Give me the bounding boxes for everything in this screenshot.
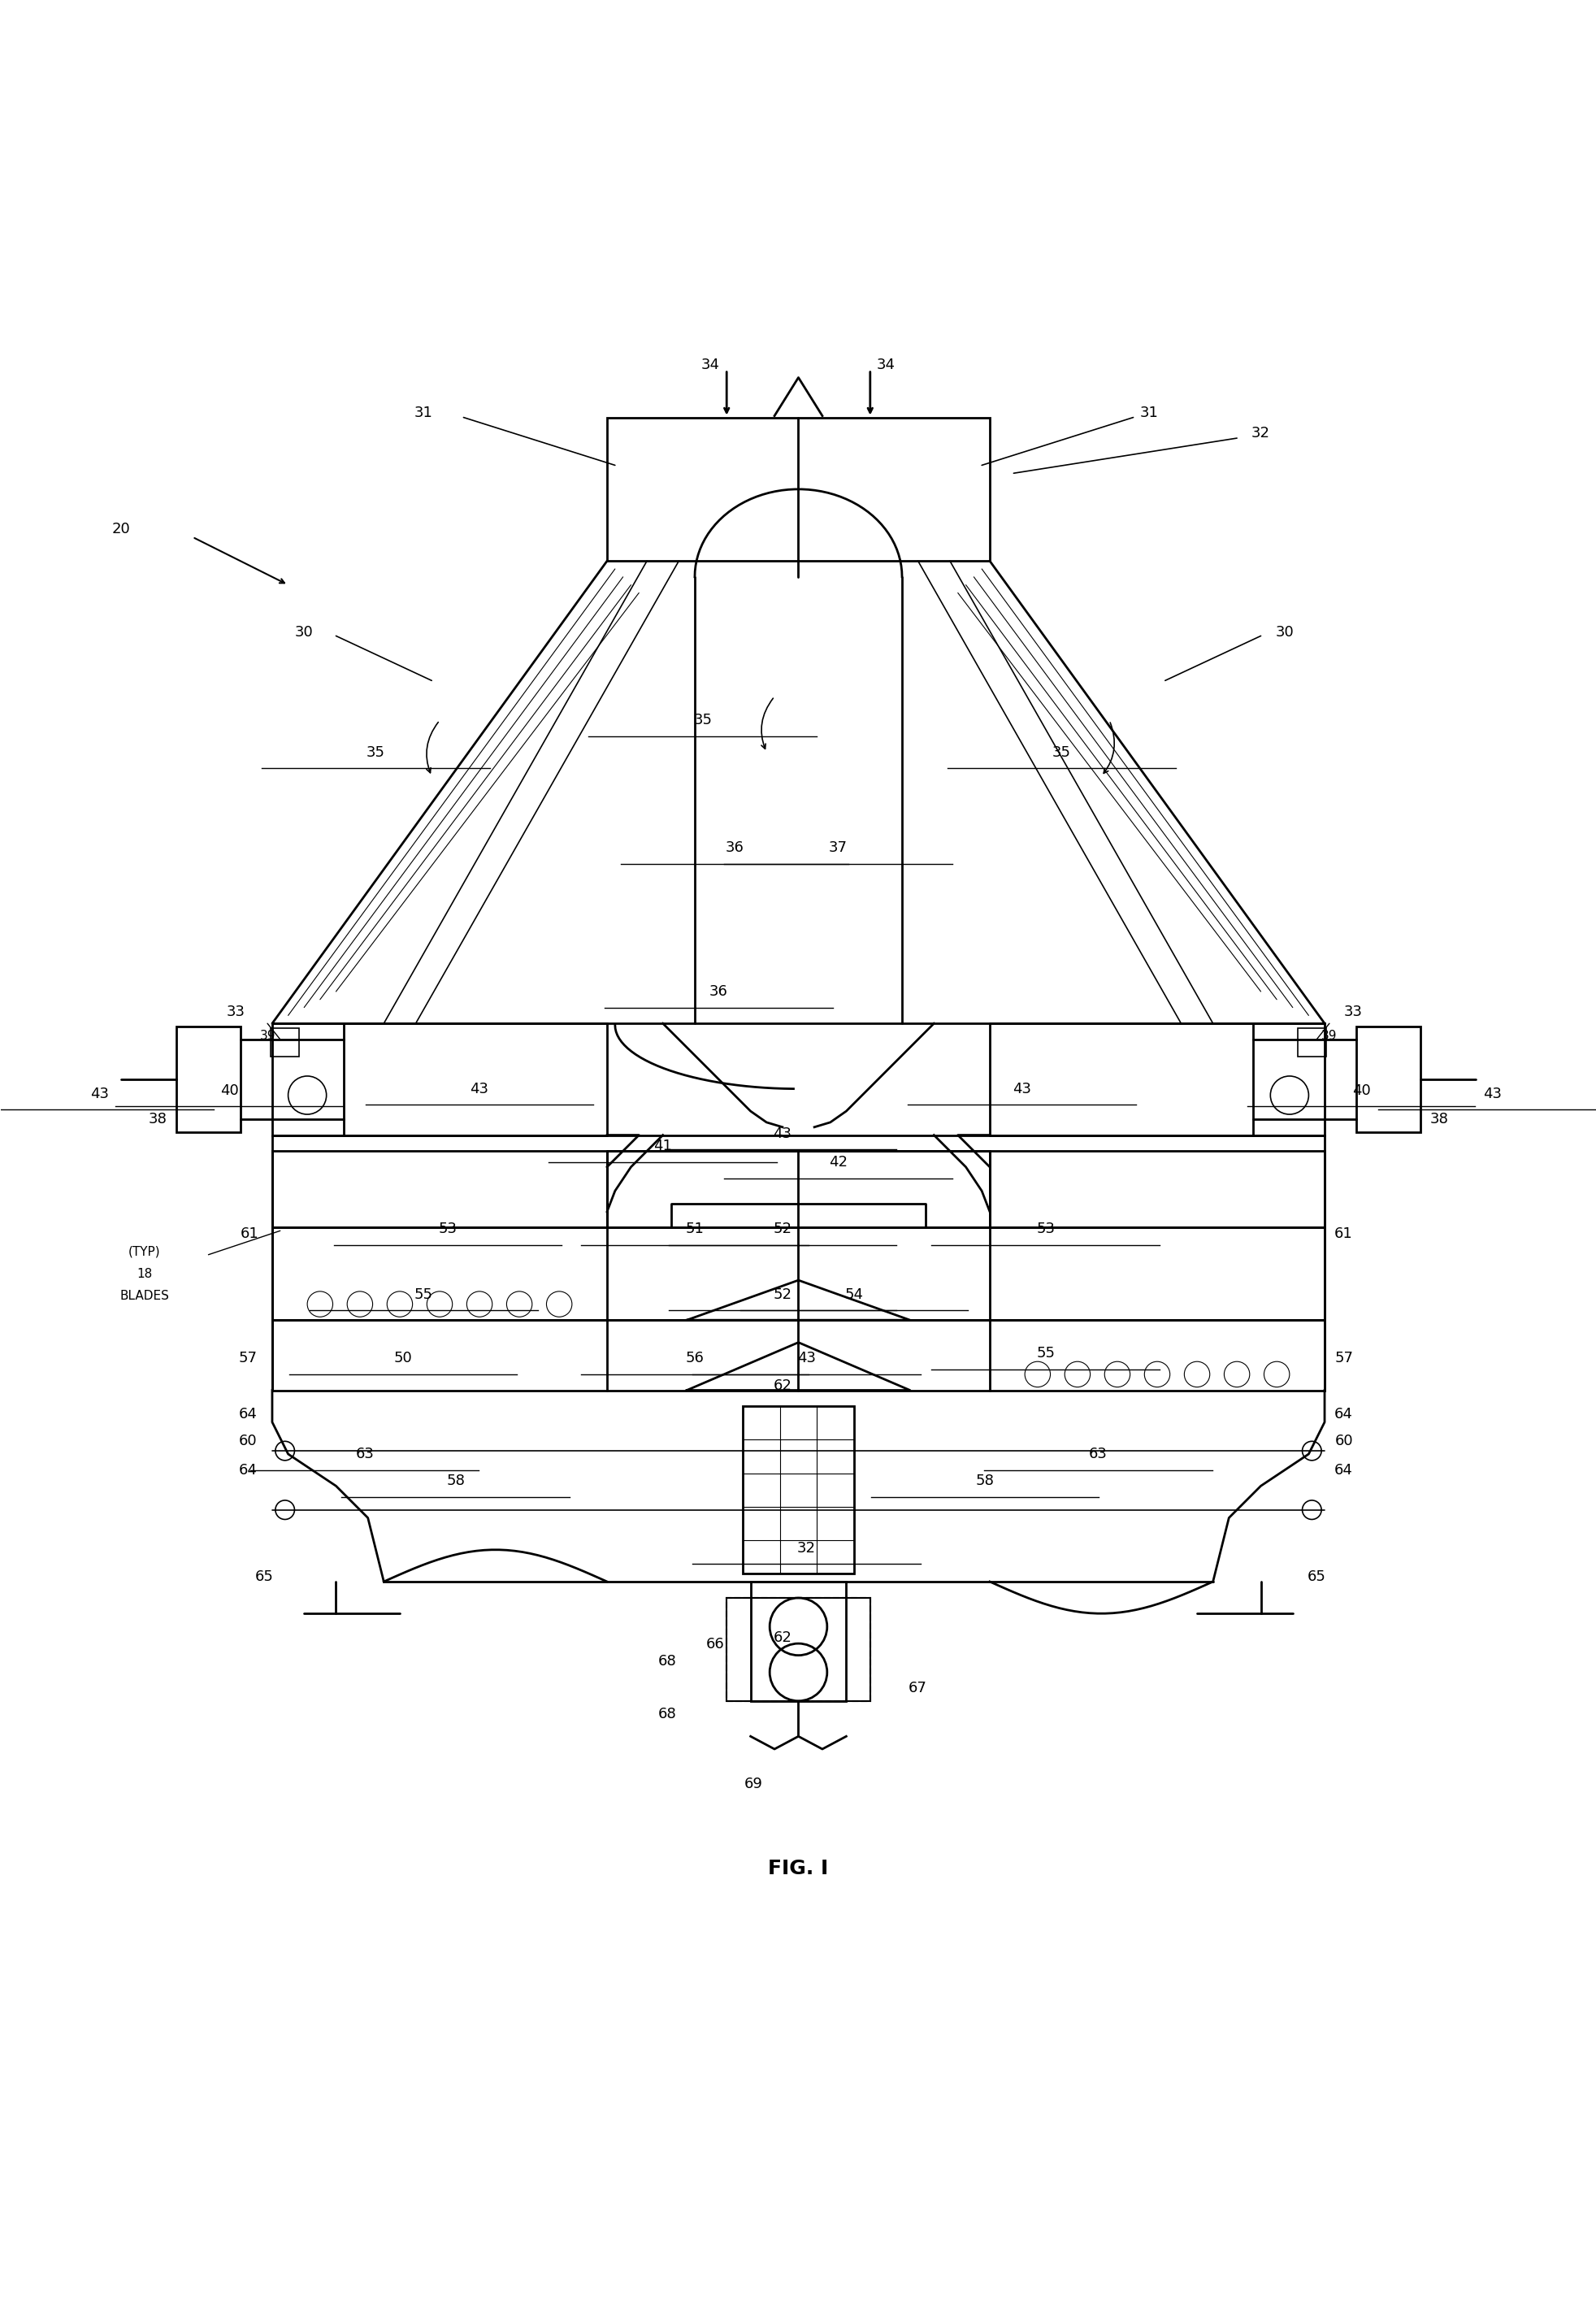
Text: 65: 65	[255, 1569, 273, 1583]
Text: 42: 42	[828, 1154, 847, 1171]
Text: 65: 65	[1307, 1569, 1325, 1583]
Text: 64: 64	[1334, 1463, 1352, 1477]
Text: 40: 40	[1352, 1083, 1369, 1099]
Text: 34: 34	[701, 357, 720, 373]
Bar	[1357, 1027, 1419, 1131]
Text: 36: 36	[709, 985, 728, 999]
Text: 63: 63	[356, 1446, 373, 1460]
Text: 35: 35	[367, 744, 385, 760]
Text: 38: 38	[148, 1113, 166, 1127]
Bar	[1253, 1025, 1325, 1136]
Bar	[726, 1597, 870, 1701]
Text: 58: 58	[445, 1474, 464, 1488]
Text: 67: 67	[908, 1681, 927, 1697]
Bar	[271, 1319, 1325, 1391]
Text: 38: 38	[1430, 1113, 1448, 1127]
Text: 43: 43	[469, 1083, 488, 1096]
Bar	[606, 417, 990, 561]
Bar	[271, 1025, 343, 1136]
Text: 57: 57	[1334, 1351, 1352, 1365]
Text: 60: 60	[1334, 1435, 1352, 1449]
Text: 43: 43	[1483, 1087, 1500, 1101]
Bar	[1298, 1029, 1326, 1057]
Text: 43: 43	[1012, 1083, 1031, 1096]
Text: 34: 34	[876, 357, 895, 373]
Text: 51: 51	[685, 1222, 704, 1235]
Bar	[270, 1029, 298, 1057]
Text: 62: 62	[772, 1379, 792, 1393]
Bar	[742, 1407, 854, 1574]
Text: 31: 31	[415, 406, 433, 420]
Text: 43: 43	[91, 1087, 109, 1101]
Text: (TYP): (TYP)	[128, 1245, 161, 1259]
Text: 62: 62	[772, 1630, 792, 1646]
Text: 61: 61	[1334, 1226, 1352, 1240]
Bar	[177, 1027, 239, 1131]
Text: 57: 57	[239, 1351, 257, 1365]
Text: 33: 33	[1344, 1006, 1361, 1020]
Text: 30: 30	[295, 626, 313, 640]
Text: 64: 64	[1334, 1407, 1352, 1421]
Text: 31: 31	[1140, 406, 1159, 420]
Text: 32: 32	[1251, 427, 1269, 440]
Text: 64: 64	[239, 1407, 257, 1421]
Text: 20: 20	[112, 522, 129, 535]
Bar	[271, 1152, 1325, 1229]
Text: FIG. I: FIG. I	[768, 1859, 828, 1878]
Text: 35: 35	[1052, 744, 1071, 760]
Bar	[726, 1597, 870, 1701]
Text: BLADES: BLADES	[120, 1291, 169, 1303]
Text: 68: 68	[658, 1655, 677, 1669]
Text: 18: 18	[137, 1268, 152, 1280]
Text: 64: 64	[239, 1463, 257, 1477]
Text: 50: 50	[394, 1351, 412, 1365]
Text: 55: 55	[1036, 1347, 1055, 1361]
Text: 43: 43	[796, 1351, 816, 1365]
Text: 33: 33	[227, 1006, 244, 1020]
Text: 52: 52	[772, 1222, 792, 1235]
Text: 55: 55	[413, 1286, 433, 1303]
Text: 68: 68	[658, 1706, 677, 1722]
Text: 54: 54	[844, 1286, 863, 1303]
Text: 41: 41	[653, 1138, 672, 1154]
Text: 53: 53	[437, 1222, 456, 1235]
Text: 63: 63	[1088, 1446, 1108, 1460]
Text: 53: 53	[1036, 1222, 1055, 1235]
Text: 32: 32	[796, 1541, 816, 1555]
Text: 56: 56	[685, 1351, 704, 1365]
Text: 52: 52	[772, 1286, 792, 1303]
Bar	[750, 1581, 846, 1701]
Text: 43: 43	[772, 1127, 792, 1140]
Text: 66: 66	[705, 1637, 725, 1650]
Text: 60: 60	[239, 1435, 257, 1449]
Text: 69: 69	[744, 1778, 763, 1792]
Text: 40: 40	[220, 1083, 238, 1099]
Text: 61: 61	[241, 1226, 259, 1240]
Bar	[271, 1229, 1325, 1319]
Text: 37: 37	[828, 841, 847, 855]
Text: 39: 39	[1321, 1029, 1336, 1043]
Text: 30: 30	[1275, 626, 1293, 640]
Text: 36: 36	[725, 841, 744, 855]
Text: 39: 39	[260, 1029, 275, 1043]
Text: 35: 35	[693, 714, 712, 728]
Text: 58: 58	[975, 1474, 994, 1488]
